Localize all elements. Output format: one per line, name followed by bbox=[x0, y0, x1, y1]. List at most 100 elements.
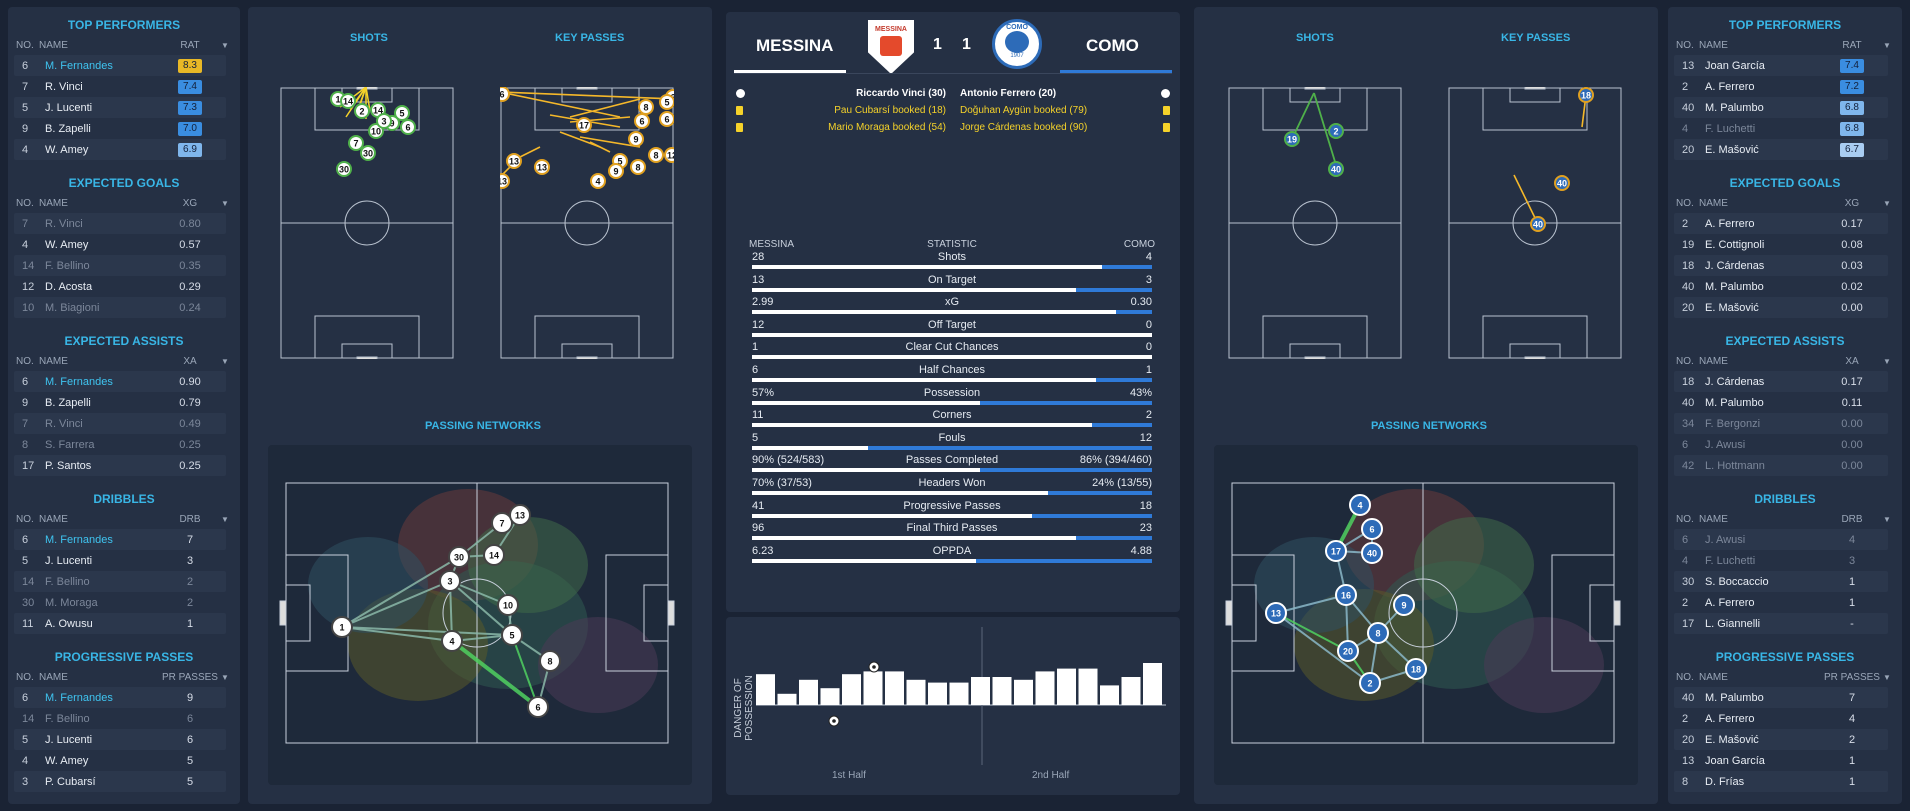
sort-arrow-icon[interactable]: ▼ bbox=[1883, 356, 1891, 366]
player-row[interactable]: 9 B. Zapelli 0.79 bbox=[22, 396, 201, 409]
player-row[interactable]: 6 J. Awusi 4 bbox=[1674, 529, 1888, 550]
danger-bar bbox=[863, 671, 883, 705]
player-row[interactable]: 40 M. Palumbo 6.8 bbox=[1674, 97, 1888, 118]
away-badge: COMO 1907 bbox=[992, 19, 1042, 69]
player-row[interactable]: 14 F. Bellino 6 bbox=[22, 712, 194, 725]
expected-goals-section: EXPECTED GOALS NO. NAME XG ▼ 7 R. Vinci 0.80 4 W.… bbox=[8, 173, 240, 318]
player-row[interactable]: 3 P. Cubarsí 5 bbox=[14, 771, 226, 792]
sort-arrow-icon[interactable]: ▼ bbox=[221, 198, 229, 208]
player-row[interactable]: 9 B. Zapelli 7.0 bbox=[14, 118, 226, 139]
player-row[interactable]: 12 D. Acosta 0.29 bbox=[22, 280, 201, 293]
danger-bar bbox=[992, 677, 1012, 705]
sort-arrow-icon[interactable]: ▼ bbox=[1883, 198, 1891, 208]
svg-text:5: 5 bbox=[399, 109, 404, 119]
player-row[interactable]: 14 F. Bellino 0.35 bbox=[14, 255, 226, 276]
player-row[interactable]: 20 E. Mašović 2 bbox=[1674, 729, 1888, 750]
player-row[interactable]: 2 A. Ferrero 4 bbox=[1682, 712, 1856, 725]
player-row[interactable]: 34 F. Bergonzi 0.00 bbox=[1674, 413, 1888, 434]
player-row[interactable]: 7 R. Vinci 7.4 bbox=[14, 76, 226, 97]
player-row[interactable]: 40 M. Palumbo 7 bbox=[1674, 687, 1888, 708]
player-row[interactable]: 20 E. Mašović 0.00 bbox=[1674, 297, 1888, 318]
player-row[interactable]: 40 M. Palumbo 0.02 bbox=[1682, 280, 1863, 293]
sort-arrow-icon[interactable]: ▼ bbox=[221, 514, 229, 524]
player-row[interactable]: 30 S. Boccaccio 1 bbox=[1674, 571, 1888, 592]
player-row[interactable]: 6 M. Fernandes 9 bbox=[14, 687, 226, 708]
player-row[interactable]: 2 A. Ferrero 7.2 bbox=[1674, 76, 1888, 97]
ball-icon bbox=[828, 715, 840, 727]
sort-arrow-icon[interactable]: ▼ bbox=[1883, 514, 1891, 524]
player-row[interactable]: 20 E. Mašović 6.7 bbox=[1674, 139, 1888, 160]
player-row[interactable]: 13 Joan García 1 bbox=[1682, 754, 1856, 767]
away-shots-map[interactable]: 19 2 40 bbox=[1228, 87, 1402, 359]
stat-bar bbox=[752, 355, 1152, 360]
player-row[interactable]: 13 Joan García 7.4 bbox=[1674, 55, 1888, 76]
player-row[interactable]: 6 M. Fernandes 7 bbox=[14, 529, 226, 550]
sort-arrow-icon[interactable]: ▼ bbox=[221, 672, 229, 682]
danger-chart[interactable] bbox=[756, 625, 1166, 775]
player-row[interactable]: 8 D. Frías 1 bbox=[1674, 771, 1888, 792]
player-row[interactable]: 5 J. Lucenti 3 bbox=[22, 554, 194, 567]
section-title: DRIBBLES bbox=[93, 492, 155, 506]
player-row[interactable]: 17 P. Santos 0.25 bbox=[14, 455, 226, 476]
column-headers: NO. NAME XA ▼ bbox=[1668, 351, 1902, 371]
danger-bar bbox=[949, 682, 969, 705]
stat-bar-away bbox=[1048, 491, 1152, 495]
player-row[interactable]: 5 J. Lucenti 7.3 bbox=[14, 97, 226, 118]
player-row[interactable]: 7 R. Vinci 0.49 bbox=[14, 413, 226, 434]
player-row[interactable]: 18 J. Cárdenas 0.17 bbox=[1674, 371, 1888, 392]
player-row[interactable]: 7 R. Vinci 0.80 bbox=[14, 213, 226, 234]
first-half-label: 1st Half bbox=[832, 770, 866, 781]
home-key-passes-title: KEY PASSES bbox=[555, 32, 625, 44]
column-headers: NO. NAME XG ▼ bbox=[8, 193, 240, 213]
svg-text:1: 1 bbox=[335, 95, 340, 105]
svg-text:5: 5 bbox=[617, 157, 622, 167]
away-passing-network[interactable]: 2 4 6 8 9 13 16 17 18 20 40 bbox=[1214, 445, 1638, 785]
away-key-passes-map[interactable]: 18 40 40 bbox=[1448, 87, 1622, 359]
player-row[interactable]: 19 E. Cottignoli 0.08 bbox=[1682, 238, 1863, 251]
sort-arrow-icon[interactable]: ▼ bbox=[1883, 40, 1891, 50]
danger-panel: DANGER OF POSSESSION 1st Half 2nd Half bbox=[726, 617, 1180, 795]
stat-row: 70% (37/53) Headers Won 24% (13/55) bbox=[752, 477, 1152, 499]
player-row[interactable]: 4 W. Amey 6.9 bbox=[14, 139, 226, 160]
player-row[interactable]: 4 F. Luchetti 3 bbox=[1682, 554, 1856, 567]
svg-text:13: 13 bbox=[515, 511, 525, 521]
sort-arrow-icon[interactable]: ▼ bbox=[1883, 672, 1891, 682]
match-event: Jorge Cárdenas booked (90) bbox=[960, 122, 1170, 133]
sort-arrow-icon[interactable]: ▼ bbox=[221, 40, 229, 50]
player-row[interactable]: 40 M. Palumbo 0.11 bbox=[1682, 396, 1863, 409]
second-half-label: 2nd Half bbox=[1032, 770, 1070, 781]
home-key-passes-map[interactable]: 6658176695881241313139 bbox=[500, 87, 674, 359]
player-row[interactable]: 42 L. Hottmann 0.00 bbox=[1674, 455, 1888, 476]
player-row[interactable]: 2 A. Ferrero 1 bbox=[1682, 596, 1856, 609]
player-row[interactable]: 8 S. Farrera 0.25 bbox=[22, 438, 201, 451]
stat-bar bbox=[752, 536, 1152, 541]
player-row[interactable]: 30 M. Moraga 2 bbox=[22, 596, 194, 609]
danger-bar bbox=[971, 677, 990, 705]
player-row[interactable]: 4 W. Amey 0.57 bbox=[22, 238, 201, 251]
column-headers: NO. NAME PR PASSES ▼ bbox=[8, 667, 240, 687]
player-row[interactable]: 6 J. Awusi 0.00 bbox=[1682, 438, 1863, 451]
player-row[interactable]: 4 W. Amey 5 bbox=[22, 754, 194, 767]
player-row[interactable]: 11 A. Owusu 1 bbox=[14, 613, 226, 634]
svg-text:4: 4 bbox=[449, 637, 454, 647]
progressive-passes-section: PROGRESSIVE PASSES NO. NAME PR PASSES ▼ 40 M. … bbox=[1668, 647, 1902, 792]
player-row[interactable]: 10 M. Biagioni 0.24 bbox=[14, 297, 226, 318]
sort-arrow-icon[interactable]: ▼ bbox=[221, 356, 229, 366]
player-row[interactable]: 2 A. Ferrero 0.17 bbox=[1674, 213, 1888, 234]
section-title: TOP PERFORMERS bbox=[67, 18, 181, 32]
column-headers: NO. NAME RAT ▼ bbox=[8, 35, 240, 55]
player-row[interactable]: 4 F. Luchetti 6.8 bbox=[1674, 118, 1888, 139]
player-row[interactable]: 5 J. Lucenti 6 bbox=[14, 729, 226, 750]
dribbles-section: DRIBBLES NO. NAME DRB ▼ 6 M. Fernandes 7 5 J. Luc… bbox=[8, 489, 240, 634]
player-row[interactable]: 14 F. Bellino 2 bbox=[14, 571, 226, 592]
svg-text:8: 8 bbox=[547, 657, 552, 667]
svg-text:4: 4 bbox=[595, 177, 600, 187]
svg-text:30: 30 bbox=[339, 165, 349, 175]
home-passing-network[interactable]: 1 3 4 5 6 7 8 10 13 14 30 bbox=[268, 445, 692, 785]
player-row[interactable]: 17 L. Giannelli - bbox=[1674, 613, 1888, 634]
player-row[interactable]: 6 M. Fernandes 8.3 bbox=[14, 55, 226, 76]
svg-text:19: 19 bbox=[1287, 135, 1297, 145]
player-row[interactable]: 6 M. Fernandes 0.90 bbox=[14, 371, 226, 392]
player-row[interactable]: 18 J. Cárdenas 0.03 bbox=[1674, 255, 1888, 276]
